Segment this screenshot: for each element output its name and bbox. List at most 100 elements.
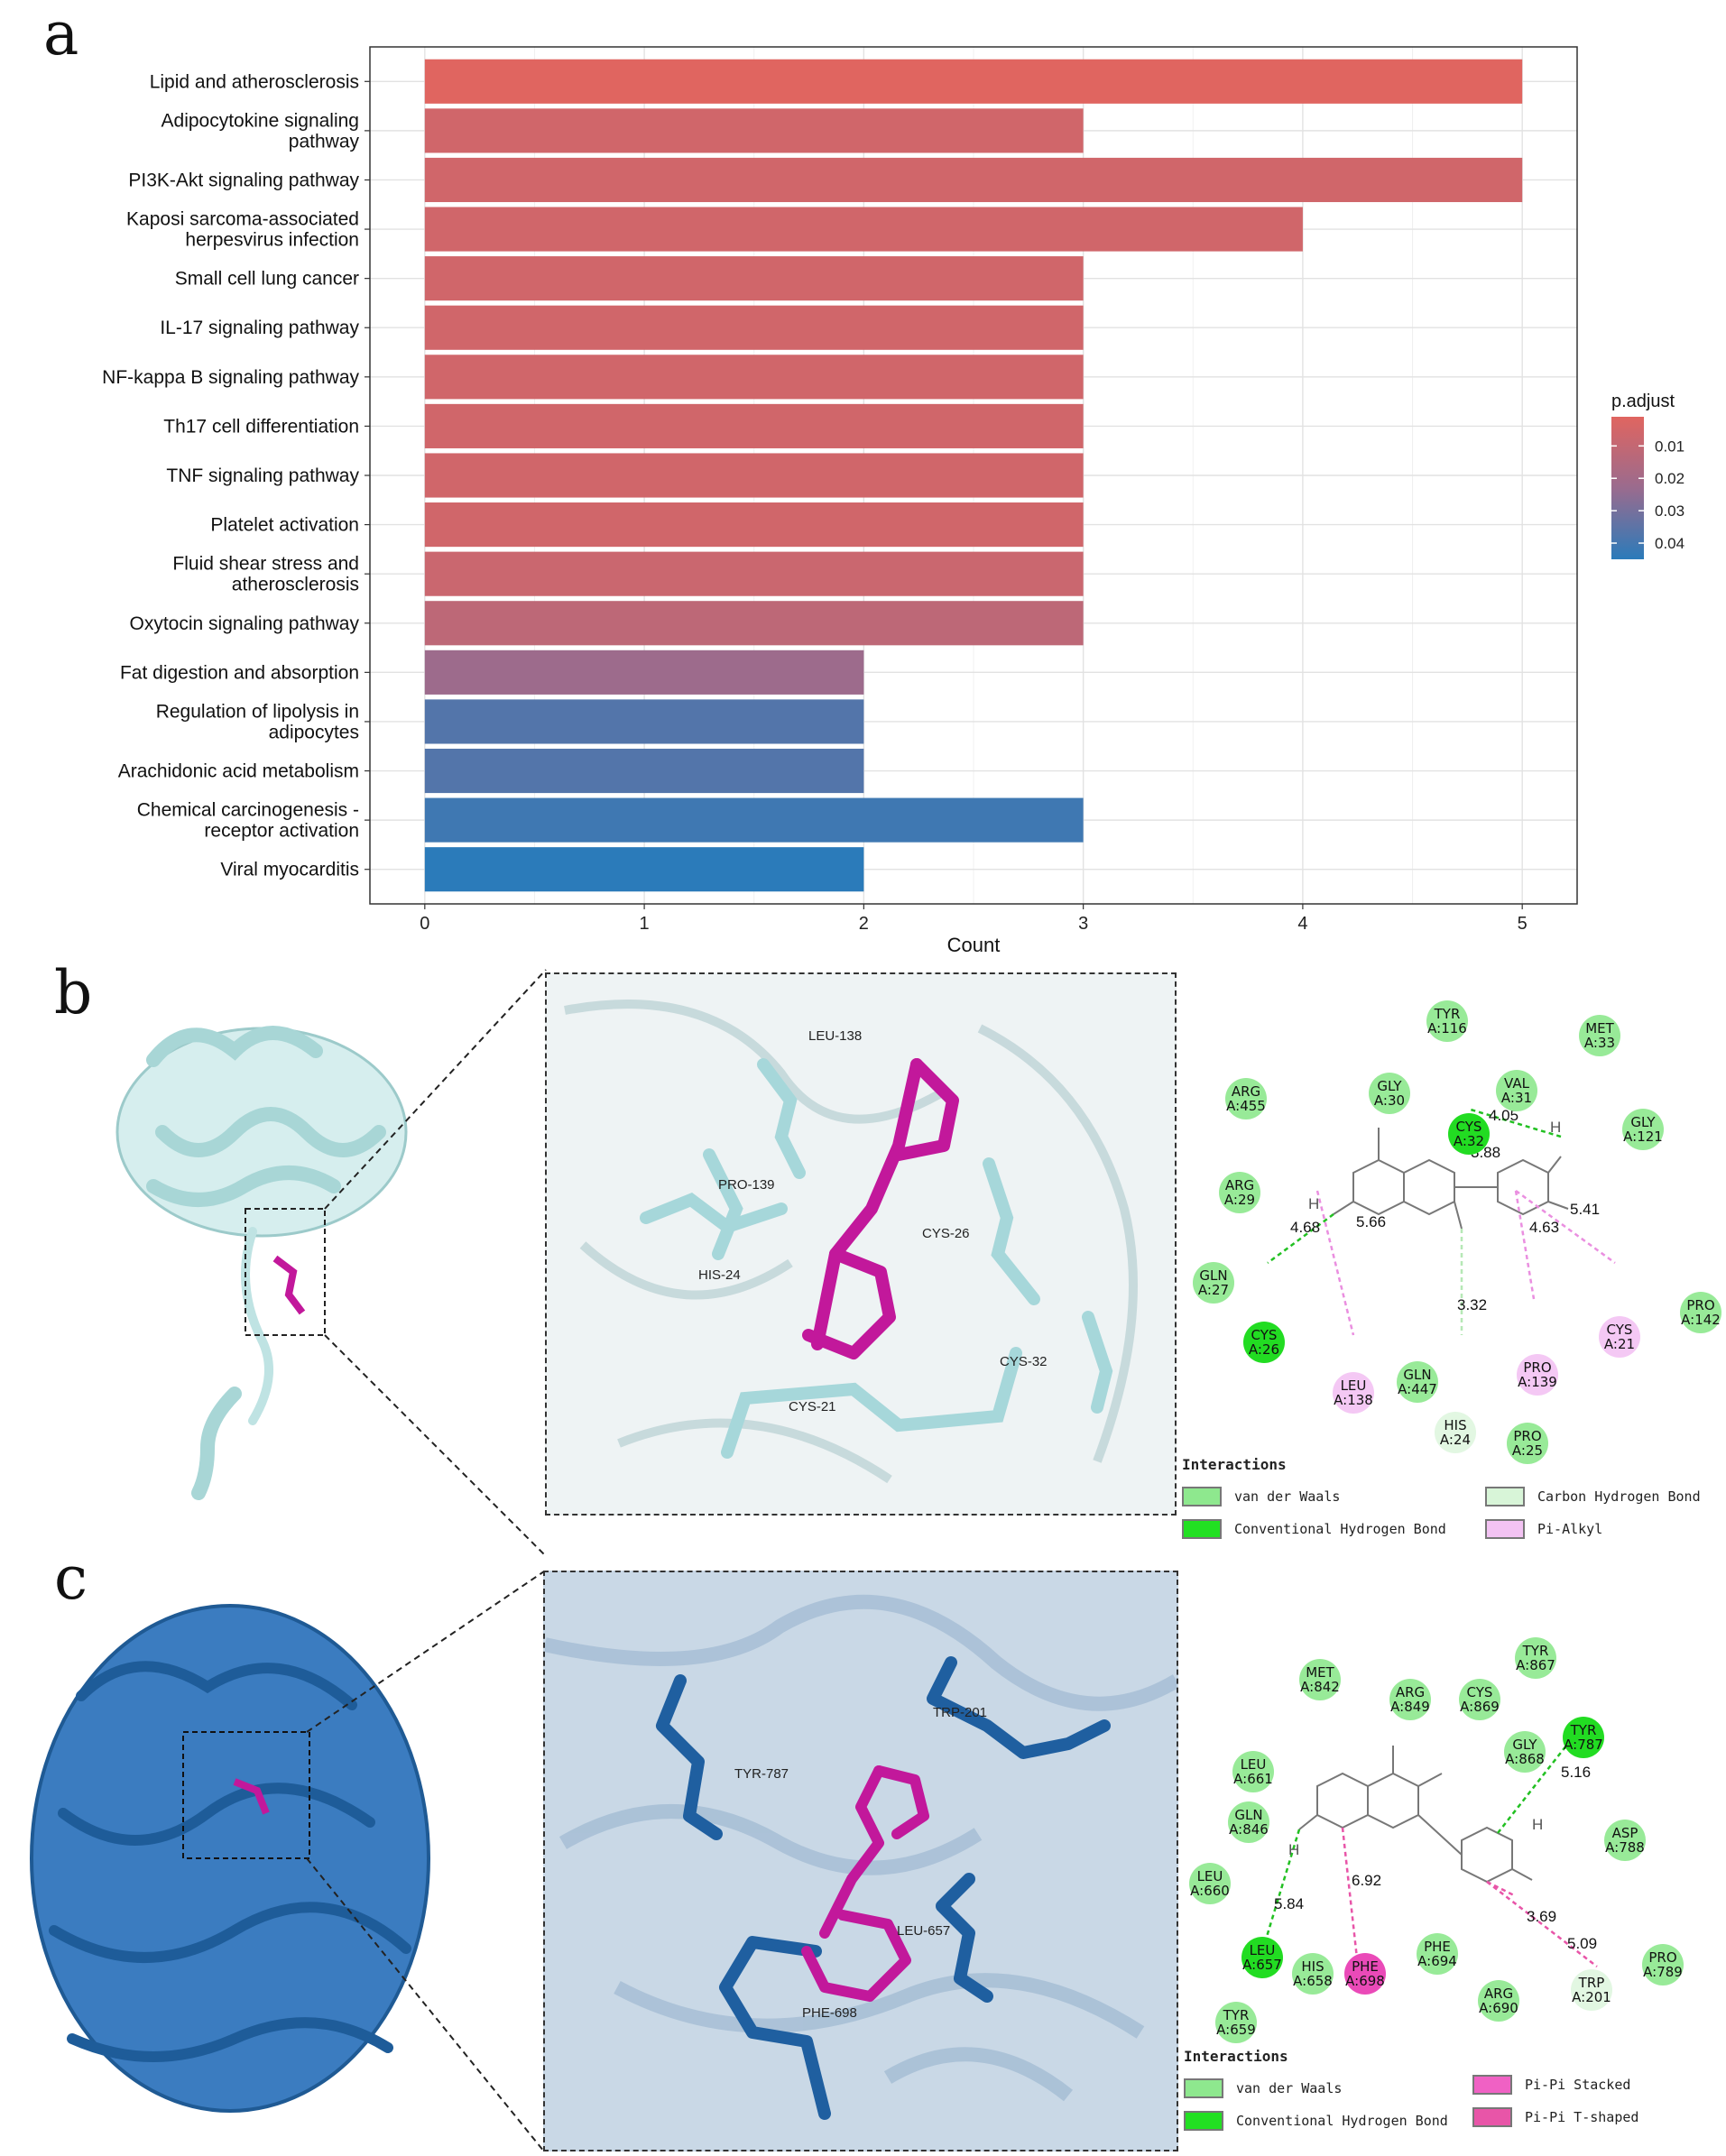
bar xyxy=(424,601,1084,646)
color-legend: p.adjust 0.01 0.02 0.03 0.04 xyxy=(1611,392,1684,559)
legend-item-vdw: van der Waals xyxy=(1182,1487,1340,1506)
x-tick-label: 5 xyxy=(1518,914,1528,934)
residue-name: PHE xyxy=(1424,1939,1451,1955)
residue-name: PRO xyxy=(1513,1428,1542,1444)
residue-id: A:698 xyxy=(1345,1973,1385,1989)
legend-swatch xyxy=(1184,2111,1223,2131)
x-tick-label: 0 xyxy=(420,914,429,934)
residue-arg-29: ARG A:29 xyxy=(1219,1172,1260,1213)
legend-tick-label: 0.02 xyxy=(1655,470,1684,487)
residue-3d-label: TYR-787 xyxy=(734,1766,789,1782)
residue-leu-138: LEU A:138 xyxy=(1333,1372,1374,1414)
residue-name: LEU xyxy=(1196,1868,1223,1884)
residue-name: GLN xyxy=(1234,1807,1263,1823)
interaction-diagram-b: 4.05 3.88 4.68 5.66 3.32 4.63 5.41 H H xyxy=(1267,1107,1616,1336)
residue-name: GLN xyxy=(1403,1367,1432,1383)
legend-swatch xyxy=(1472,2107,1512,2127)
legend-label: Conventional Hydrogen Bond xyxy=(1234,1521,1446,1537)
residue-id: A:30 xyxy=(1373,1092,1406,1109)
residue-phe-698: PHE A:698 xyxy=(1344,1953,1386,1995)
residue-3d-label: CYS-21 xyxy=(789,1399,836,1414)
bar xyxy=(424,355,1084,400)
residue-id: A:201 xyxy=(1572,1989,1611,2005)
residue-leu-661: LEU A:661 xyxy=(1232,1751,1274,1792)
residue-id: A:31 xyxy=(1500,1090,1533,1106)
residue-val-31: VAL A:31 xyxy=(1496,1070,1537,1111)
residue-asp-788: ASP A:788 xyxy=(1604,1820,1646,1861)
legend-tick-label: 0.04 xyxy=(1655,535,1684,552)
residue-id: A:787 xyxy=(1564,1737,1603,1753)
residue-id: A:121 xyxy=(1623,1129,1663,1145)
legend-item-pialkyl: Pi-Alkyl xyxy=(1485,1519,1602,1539)
distance-label: 4.05 xyxy=(1489,1107,1518,1124)
residue-pro-25: PRO A:25 xyxy=(1507,1423,1548,1464)
residue-gly-30: GLY A:30 xyxy=(1369,1073,1410,1114)
legend-title: Interactions xyxy=(1182,1456,1287,1473)
bar xyxy=(424,305,1084,350)
residue-name: GLY xyxy=(1377,1078,1402,1094)
residue-id: A:21 xyxy=(1603,1336,1636,1352)
category-label: Arachidonic acid metabolism xyxy=(118,761,359,782)
residue-id: A:690 xyxy=(1479,2000,1518,2016)
residue-id: A:32 xyxy=(1453,1133,1485,1149)
residue-cys-26: CYS A:26 xyxy=(1243,1322,1285,1363)
residue-gly-121: GLY A:121 xyxy=(1622,1109,1664,1150)
residue-cys-21: CYS A:21 xyxy=(1599,1316,1640,1358)
legend-ticks: 0.01 0.02 0.03 0.04 xyxy=(1611,438,1684,552)
residue-id: A:25 xyxy=(1511,1442,1544,1459)
residue-3d-label: TRP-201 xyxy=(933,1705,987,1720)
category-label: Platelet activation xyxy=(210,515,359,536)
distance-label: 5.09 xyxy=(1567,1935,1597,1952)
x-axis-ticks: 0 1 2 3 4 5 xyxy=(420,904,1528,934)
panel-label-a: a xyxy=(43,0,79,69)
residue-tyr-787: TYR A:787 xyxy=(1563,1717,1604,1758)
residue-name: TRP xyxy=(1578,1975,1605,1991)
residue-id: A:868 xyxy=(1505,1751,1545,1767)
residue-gly-868: GLY A:868 xyxy=(1504,1731,1546,1773)
category-labels: Lipid and atherosclerosis Adipocytokine s… xyxy=(102,71,370,880)
protein-domain xyxy=(30,1604,430,2113)
legend-tick-label: 0.01 xyxy=(1655,438,1684,455)
interaction-diagram-c: 5.16 5.84 6.92 3.69 5.09 H H xyxy=(1261,1740,1598,1967)
bar xyxy=(424,502,1084,548)
residue-id: A:447 xyxy=(1398,1381,1437,1397)
residue-id: A:29 xyxy=(1223,1192,1256,1208)
distance-label: 5.84 xyxy=(1274,1895,1304,1912)
residue-3d-label: CYS-26 xyxy=(922,1226,970,1241)
residue-id: A:789 xyxy=(1643,1964,1683,1980)
residue-name: TYR xyxy=(1522,1643,1549,1659)
bar xyxy=(424,59,1523,104)
residue-id: A:661 xyxy=(1233,1771,1273,1787)
category-label: IL-17 signaling pathway xyxy=(160,318,359,338)
legend-item-pipi-stacked: Pi-Pi Stacked xyxy=(1472,2075,1630,2095)
residue-name: CYS xyxy=(1466,1684,1493,1700)
residue-id: A:842 xyxy=(1300,1679,1340,1695)
residue-name: PRO xyxy=(1523,1359,1552,1376)
residue-cys-869: CYS A:869 xyxy=(1459,1679,1500,1720)
residue-gln-447: GLN A:447 xyxy=(1397,1361,1438,1403)
protein-structure-c xyxy=(30,1604,430,2113)
legend-swatch xyxy=(1485,1519,1525,1539)
category-label: Viral myocarditis xyxy=(220,860,359,880)
residue-name: TYR xyxy=(1570,1722,1597,1738)
residue-name: LEU xyxy=(1249,1942,1276,1958)
x-tick-label: 1 xyxy=(640,914,650,934)
residue-arg-455: ARG A:455 xyxy=(1225,1078,1267,1119)
category-label: PI3K-Akt signaling pathway xyxy=(128,170,359,190)
distance-label: 3.32 xyxy=(1457,1296,1487,1313)
residue-id: A:27 xyxy=(1197,1282,1230,1298)
residue-leu-657: LEU A:657 xyxy=(1241,1937,1283,1978)
legend-swatch xyxy=(1182,1487,1222,1506)
residue-tyr-867: TYR A:867 xyxy=(1515,1637,1556,1679)
distance-label: 5.16 xyxy=(1561,1764,1591,1781)
legend-swatch xyxy=(1182,1519,1222,1539)
residue-3d-label: LEU-657 xyxy=(897,1923,950,1939)
residue-id: A:788 xyxy=(1605,1839,1645,1856)
residue-name: TYR xyxy=(1434,1006,1461,1022)
residue-met-842: MET A:842 xyxy=(1299,1659,1341,1700)
residue-leu-660: LEU A:660 xyxy=(1189,1863,1231,1904)
residue-his-658: HIS A:658 xyxy=(1292,1953,1334,1995)
residue-name: TYR xyxy=(1223,2007,1250,2023)
residue-phe-694: PHE A:694 xyxy=(1417,1933,1458,1975)
distance-label: 3.69 xyxy=(1527,1908,1556,1925)
